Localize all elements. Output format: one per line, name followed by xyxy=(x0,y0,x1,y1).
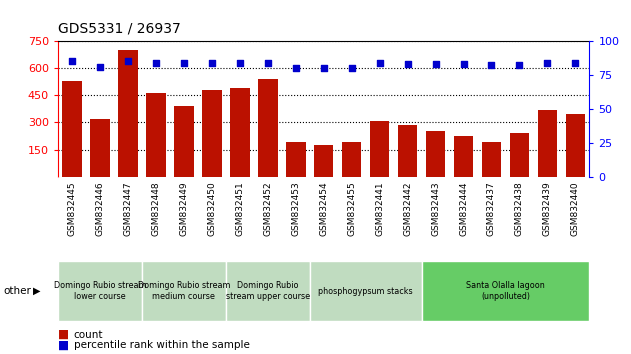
FancyBboxPatch shape xyxy=(58,261,142,321)
Bar xyxy=(118,50,138,177)
Point xyxy=(95,64,105,69)
Bar xyxy=(398,125,417,177)
Bar xyxy=(565,114,585,177)
Bar xyxy=(90,119,110,177)
Point xyxy=(207,60,217,65)
Point xyxy=(235,60,245,65)
Text: GDS5331 / 26937: GDS5331 / 26937 xyxy=(58,21,181,35)
Point xyxy=(151,60,161,65)
Text: GSM832449: GSM832449 xyxy=(179,181,189,236)
Bar xyxy=(62,81,82,177)
FancyBboxPatch shape xyxy=(422,261,589,321)
Text: phosphogypsum stacks: phosphogypsum stacks xyxy=(318,287,413,296)
Text: GSM832446: GSM832446 xyxy=(95,181,105,236)
Point xyxy=(459,61,469,67)
Text: ▶: ▶ xyxy=(33,286,40,296)
Bar xyxy=(454,136,473,177)
Bar xyxy=(538,110,557,177)
Bar xyxy=(481,142,501,177)
Point xyxy=(346,65,357,71)
Point xyxy=(514,62,524,68)
Point xyxy=(291,65,301,71)
Point xyxy=(375,60,385,65)
Bar xyxy=(370,121,389,177)
Text: ■: ■ xyxy=(58,339,69,352)
FancyBboxPatch shape xyxy=(226,261,310,321)
Point xyxy=(430,61,440,67)
Text: GSM832442: GSM832442 xyxy=(403,181,412,236)
Text: GSM832437: GSM832437 xyxy=(487,181,496,236)
FancyBboxPatch shape xyxy=(310,261,422,321)
Bar xyxy=(230,88,250,177)
Text: GSM832452: GSM832452 xyxy=(263,181,272,236)
Text: GSM832440: GSM832440 xyxy=(571,181,580,236)
Text: GSM832441: GSM832441 xyxy=(375,181,384,236)
Text: other: other xyxy=(3,286,31,296)
Text: GSM832453: GSM832453 xyxy=(292,181,300,236)
Point xyxy=(543,60,553,65)
Bar xyxy=(342,142,362,177)
Text: GSM832443: GSM832443 xyxy=(431,181,440,236)
Text: GSM832450: GSM832450 xyxy=(208,181,216,236)
Text: GSM832444: GSM832444 xyxy=(459,181,468,236)
Point xyxy=(179,60,189,65)
Bar xyxy=(146,93,166,177)
Text: ■: ■ xyxy=(58,328,69,341)
Text: Domingo Rubio
stream upper course: Domingo Rubio stream upper course xyxy=(226,281,310,301)
Text: GSM832454: GSM832454 xyxy=(319,181,328,236)
Bar xyxy=(174,106,194,177)
Point xyxy=(262,60,273,65)
Bar xyxy=(286,142,305,177)
Text: Domingo Rubio stream
lower course: Domingo Rubio stream lower course xyxy=(54,281,146,301)
Text: GSM832451: GSM832451 xyxy=(235,181,244,236)
FancyBboxPatch shape xyxy=(142,261,226,321)
Bar xyxy=(258,79,278,177)
Point xyxy=(570,60,581,65)
Text: GSM832438: GSM832438 xyxy=(515,181,524,236)
Text: GSM832447: GSM832447 xyxy=(124,181,133,236)
Point xyxy=(67,58,77,64)
Text: Domingo Rubio stream
medium course: Domingo Rubio stream medium course xyxy=(138,281,230,301)
Point xyxy=(403,61,413,67)
Bar xyxy=(314,145,334,177)
Text: Santa Olalla lagoon
(unpolluted): Santa Olalla lagoon (unpolluted) xyxy=(466,281,545,301)
Bar xyxy=(426,131,445,177)
Bar xyxy=(202,90,221,177)
Text: GSM832455: GSM832455 xyxy=(347,181,356,236)
Text: count: count xyxy=(74,330,103,339)
Text: percentile rank within the sample: percentile rank within the sample xyxy=(74,340,250,350)
Point xyxy=(319,65,329,71)
Text: GSM832439: GSM832439 xyxy=(543,181,552,236)
Bar xyxy=(510,133,529,177)
Point xyxy=(123,58,133,64)
Point xyxy=(487,62,497,68)
Text: GSM832448: GSM832448 xyxy=(151,181,160,236)
Text: GSM832445: GSM832445 xyxy=(68,181,76,236)
